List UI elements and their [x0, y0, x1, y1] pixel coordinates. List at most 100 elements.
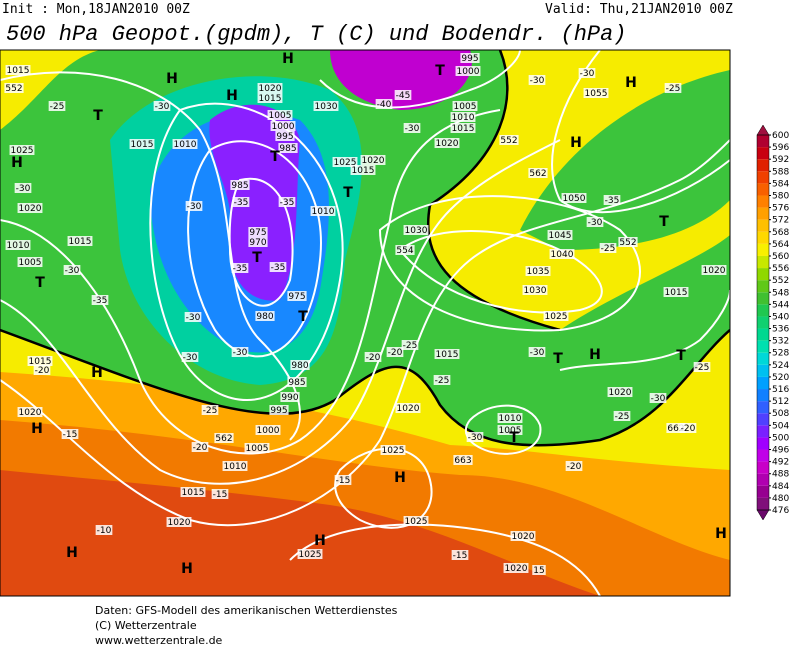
label-box: [230, 180, 250, 190]
contour-label: -15: [453, 551, 468, 561]
colorbar-end: [756, 124, 770, 136]
label-box: [63, 265, 81, 275]
contour-label: 1030: [524, 286, 547, 296]
contour-label: 1005: [269, 111, 292, 121]
label-box: [499, 135, 519, 145]
contour-label: 1020: [505, 564, 528, 574]
contour-label: -20: [567, 462, 582, 472]
colorbar-label: 564: [772, 240, 789, 250]
label-box: [166, 517, 192, 527]
label-box: [664, 83, 682, 93]
contour-label: -25: [695, 363, 710, 373]
label-box: [565, 461, 583, 471]
colorbar-label: 580: [772, 191, 789, 201]
label-box: [334, 475, 352, 485]
label-box: [5, 65, 31, 75]
low-marker: T: [553, 351, 563, 367]
high-marker: H: [589, 347, 601, 363]
label-box: [525, 266, 551, 276]
colorbar-band: [757, 364, 769, 377]
contour-label: 15: [533, 566, 544, 576]
colorbar-band: [757, 280, 769, 293]
isobar: [378, 195, 641, 332]
label-box: [395, 403, 421, 413]
contour-label: 562: [215, 434, 232, 444]
colorbar-band: [757, 255, 769, 269]
contour-label: 1045: [549, 231, 572, 241]
isobar: [559, 289, 730, 371]
contour-label: -20: [681, 424, 696, 434]
label-box: [497, 425, 523, 435]
label-box: [649, 393, 667, 403]
contour-label: -25: [601, 244, 616, 254]
label-box: [510, 531, 536, 541]
label-box: [244, 443, 270, 453]
colorbar-band: [757, 352, 769, 365]
contour-label: -20: [388, 348, 403, 358]
contour-label: -30: [186, 313, 201, 323]
colorbar-label: 500: [772, 433, 789, 443]
contour-label: 975: [288, 292, 305, 302]
contour-label: -30: [405, 124, 420, 134]
colorbar-label: 492: [772, 458, 789, 468]
label-box: [380, 445, 406, 455]
colorbar-label: 588: [772, 167, 789, 177]
label-box: [453, 455, 473, 465]
label-box: [67, 236, 93, 246]
contour-label: 1015: [259, 94, 282, 104]
contour-label: 1005: [19, 258, 42, 268]
contour-label: 1010: [452, 113, 475, 123]
label-box: [528, 347, 546, 357]
contour-label: 1000: [257, 426, 280, 436]
low-marker: T: [509, 430, 519, 446]
map-labels: 1015552-25THHH102010159951000T-45-401030…: [4, 51, 727, 577]
contour-label: -25: [666, 84, 681, 94]
contour-label: 1020: [512, 532, 535, 542]
contour-label: -30: [183, 353, 198, 363]
colorbar-band: [757, 389, 769, 402]
label-box: [403, 516, 429, 526]
contour-label: 552: [619, 238, 636, 248]
label-box: [466, 432, 484, 442]
colorbar-band: [757, 268, 769, 281]
label-box: [269, 405, 289, 415]
contour-552: [0, 328, 730, 447]
contour-label: 1005: [454, 102, 477, 112]
contour-label: -35: [280, 198, 295, 208]
colorbar-label: 568: [772, 228, 789, 238]
high-marker: H: [314, 533, 326, 549]
colorbar-band: [757, 425, 769, 438]
label-box: [201, 405, 219, 415]
colorbar-band: [757, 437, 769, 450]
label-box: [91, 295, 109, 305]
contour-label: 1015: [131, 140, 154, 150]
label-box: [129, 139, 155, 149]
label-box: [450, 112, 476, 122]
label-box: [586, 217, 604, 227]
footer-line: Daten: GFS-Modell des amerikanischen Wet…: [95, 604, 398, 617]
contour-label: 1020: [362, 156, 385, 166]
label-box: [14, 183, 32, 193]
colorbar-band: [757, 207, 769, 220]
colorbar-label: 540: [772, 312, 789, 322]
label-box: [332, 157, 358, 167]
colorbar-band: [757, 449, 769, 462]
label-box: [255, 425, 281, 435]
label-box: [350, 165, 376, 175]
colorbar-band: [757, 340, 769, 353]
label-box: [231, 263, 249, 273]
colorbar-band: [757, 231, 769, 244]
label-box: [679, 423, 697, 433]
colorbar-band: [757, 171, 769, 184]
colorbar-label: 544: [772, 300, 789, 310]
contour-label: 995: [276, 132, 293, 142]
label-box: [434, 138, 460, 148]
label-box: [48, 101, 66, 111]
colorbar-frame: [756, 134, 770, 511]
contour-label: 1000: [272, 122, 295, 132]
high-marker: H: [31, 421, 43, 437]
colorbar-label: 496: [772, 446, 789, 456]
map: 1015552-25THHH102010159951000T-45-401030…: [0, 49, 731, 597]
colorbar-band: [757, 376, 769, 390]
label-box: [280, 392, 300, 402]
